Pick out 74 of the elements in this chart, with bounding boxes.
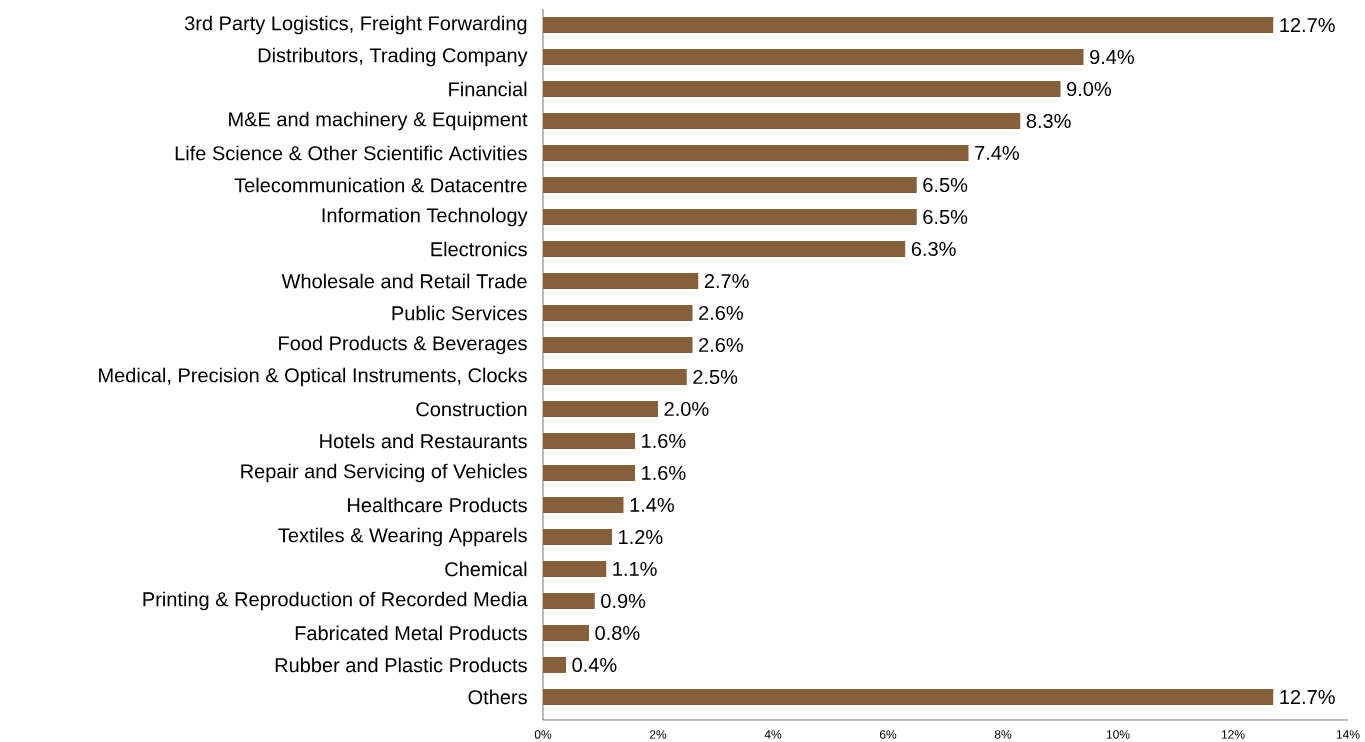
bar <box>543 688 1274 705</box>
bar <box>543 528 612 545</box>
x-tick-label: 10% <box>1106 730 1130 739</box>
y-tick-label: Public Services <box>392 305 527 321</box>
bar <box>543 304 693 321</box>
bar <box>543 464 635 481</box>
x-tick-label: 14% <box>1336 730 1360 739</box>
y-tick-label: Financial <box>449 81 527 97</box>
data-label: 6.5% <box>923 177 968 193</box>
y-tick-label: Healthcare Products <box>348 497 527 513</box>
bar <box>543 560 607 577</box>
y-tick-label: Distributors, Trading Company <box>258 47 528 67</box>
data-label: 0.4% <box>572 657 617 673</box>
y-tick-label: Others <box>468 689 527 705</box>
data-label: 1.6% <box>642 465 686 481</box>
y-tick-label: Textiles & Wearing Apparels <box>278 527 527 547</box>
bar <box>543 400 658 417</box>
data-label: 12.7% <box>1280 17 1335 33</box>
data-label: 1.6% <box>642 433 686 449</box>
data-label: 2.0% <box>664 401 709 417</box>
bar <box>543 336 693 353</box>
bar <box>543 17 1274 33</box>
bar <box>543 208 917 225</box>
bar <box>543 176 917 193</box>
y-tick-label: Printing & Reproduction of Recorded Media <box>143 591 528 611</box>
data-label: 6.3% <box>911 241 956 257</box>
bar <box>543 272 699 289</box>
y-tick-label: Wholesale and Retail Trade <box>281 273 527 289</box>
data-label: 2.6% <box>699 305 743 321</box>
data-label: 2.7% <box>704 273 749 289</box>
bar <box>543 80 1061 97</box>
y-tick-label: Medical, Precision & Optical Instruments, Clocks <box>99 367 527 387</box>
data-label: 2.6% <box>699 337 743 353</box>
y-tick-label: Construction <box>416 401 527 417</box>
bar <box>543 368 687 385</box>
data-label: 0.9% <box>601 593 646 609</box>
y-tick-label: Fabricated Metal Products <box>295 625 527 641</box>
data-label: 0.8% <box>595 625 640 641</box>
data-label: 1.2% <box>619 529 663 545</box>
y-tick-label: Information Technology <box>322 207 528 227</box>
y-tick-label: Electronics <box>431 241 527 257</box>
bar <box>543 656 566 673</box>
y-tick-label: M&E and machinery & Equipment <box>229 111 528 131</box>
y-tick-label: Rubber and Plastic Products <box>275 657 527 673</box>
x-tick-label: 12% <box>1221 730 1245 739</box>
data-label: 8.3% <box>1026 113 1071 129</box>
y-tick-label: Repair and Servicing of Vehicles <box>241 463 527 483</box>
x-tick-label: 4% <box>764 730 782 739</box>
bar <box>543 112 1021 129</box>
data-label: 9.4% <box>1090 49 1134 65</box>
y-tick-label: 3rd Party Logistics, Freight Forwarding <box>184 15 527 35</box>
x-tick-label: 8% <box>994 730 1012 739</box>
data-label: 12.7% <box>1280 689 1335 705</box>
data-label: 6.5% <box>923 209 968 225</box>
bar <box>543 144 969 161</box>
bar <box>543 49 1084 65</box>
x-tick-label: 6% <box>879 730 897 739</box>
data-label: 1.1% <box>613 561 657 576</box>
data-label: 7.4% <box>975 146 1019 160</box>
x-tick-label: 2% <box>649 730 667 739</box>
bar <box>543 240 906 257</box>
data-label: 1.4% <box>630 497 674 512</box>
y-tick-label: Chemical <box>445 561 527 577</box>
bar <box>543 496 624 513</box>
bar <box>543 432 635 449</box>
data-label: 9.0% <box>1067 81 1111 97</box>
data-label: 2.5% <box>693 369 738 385</box>
y-tick-label: Food Products & Beverages <box>279 335 527 355</box>
y-tick-label: Hotels and Restaurants <box>320 433 527 449</box>
bar <box>543 624 589 641</box>
x-tick-label: 0% <box>534 730 552 739</box>
y-tick-label: Telecommunication & Datacentre <box>234 177 527 193</box>
bar <box>543 592 595 609</box>
y-tick-label: Life Science & Other Scientific Activities <box>175 145 527 161</box>
